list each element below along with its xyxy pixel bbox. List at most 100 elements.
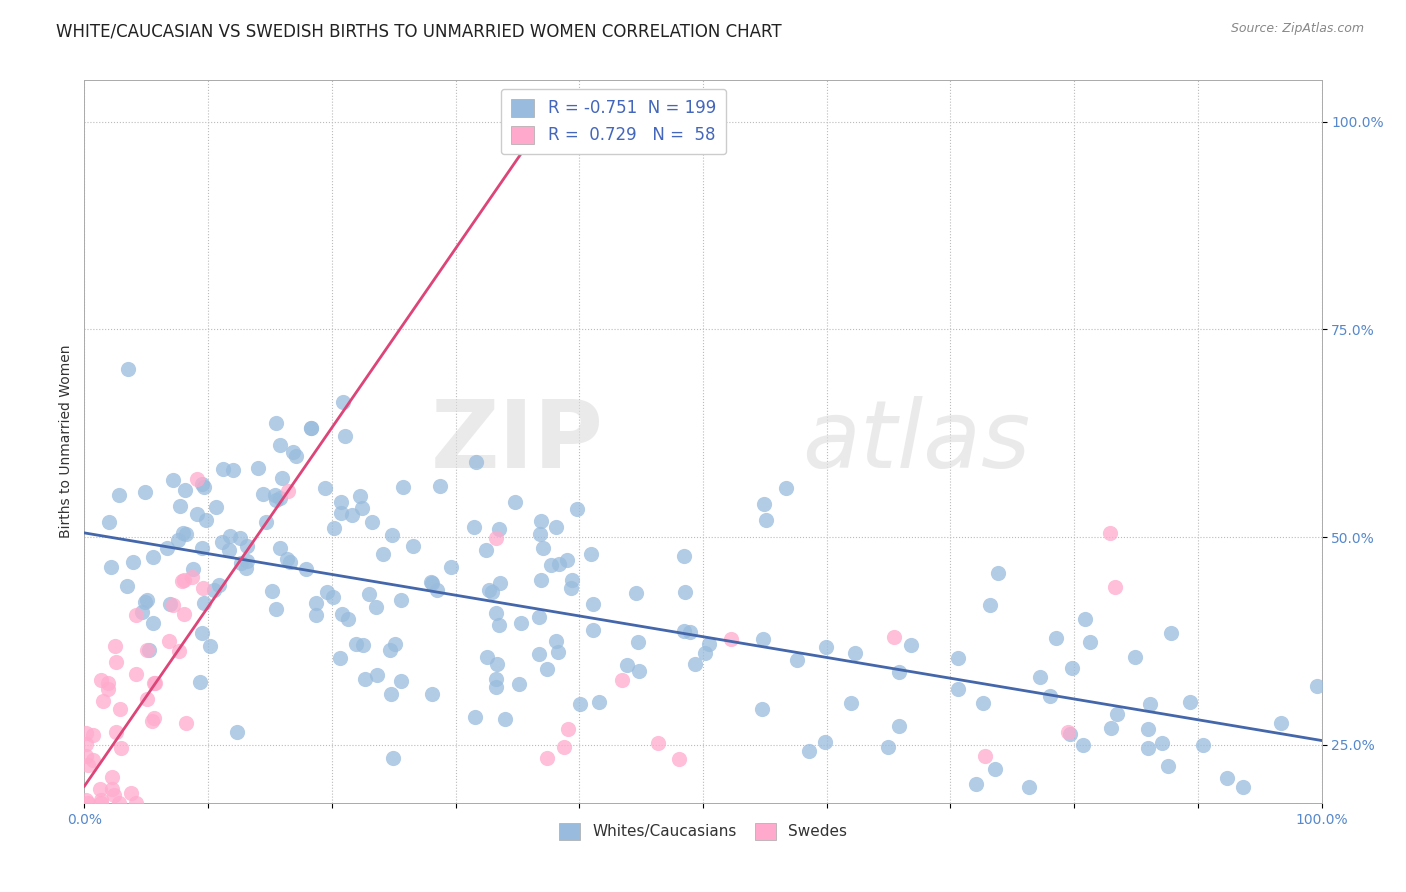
Point: [627, 665, 650, 679]
Point: [125, 607, 148, 622]
Point: [125, 796, 148, 810]
Point: [222, 463, 245, 477]
Point: [342, 508, 364, 522]
Point: [627, 635, 650, 649]
Point: [814, 735, 837, 749]
Point: [252, 487, 274, 501]
Point: [494, 712, 516, 726]
Point: [284, 449, 307, 463]
Point: [134, 484, 156, 499]
Point: [225, 725, 247, 739]
Point: [295, 562, 318, 576]
Point: [1018, 780, 1040, 794]
Point: [117, 362, 139, 376]
Point: [946, 651, 969, 665]
Point: [380, 687, 402, 701]
Point: [883, 631, 905, 645]
Point: [561, 573, 583, 587]
Point: [330, 607, 353, 621]
Point: [194, 513, 217, 527]
Point: [389, 592, 412, 607]
Point: [156, 541, 179, 555]
Point: [948, 681, 970, 696]
Point: [105, 655, 128, 669]
Point: [422, 687, 444, 701]
Point: [181, 562, 204, 576]
Point: [211, 535, 233, 549]
Point: [972, 696, 994, 710]
Point: [474, 543, 496, 558]
Point: [1160, 626, 1182, 640]
Point: [263, 487, 285, 501]
Point: [143, 676, 166, 690]
Point: [1139, 697, 1161, 711]
Point: [350, 500, 373, 515]
Text: ZIP: ZIP: [432, 395, 605, 488]
Point: [536, 751, 558, 765]
Point: [439, 560, 461, 574]
Point: [188, 674, 211, 689]
Point: [260, 584, 283, 599]
Point: [1059, 726, 1081, 740]
Point: [478, 582, 501, 597]
Point: [1180, 695, 1202, 709]
Point: [381, 528, 404, 542]
Point: [420, 576, 443, 591]
Point: [987, 566, 1010, 580]
Point: [887, 718, 910, 732]
Point: [775, 481, 797, 495]
Point: [315, 585, 337, 599]
Point: [485, 607, 508, 621]
Legend: Whites/Caucasians, Swedes: Whites/Caucasians, Swedes: [553, 817, 853, 846]
Point: [305, 608, 328, 623]
Point: [485, 680, 508, 694]
Point: [254, 516, 277, 530]
Point: [973, 749, 995, 764]
Point: [191, 625, 214, 640]
Point: [322, 521, 344, 535]
Point: [281, 445, 304, 459]
Point: [269, 541, 291, 555]
Point: [1125, 649, 1147, 664]
Point: [277, 484, 299, 499]
Point: [204, 583, 226, 598]
Point: [582, 597, 605, 611]
Point: [122, 555, 145, 569]
Point: [264, 602, 287, 616]
Point: [1060, 661, 1083, 675]
Point: [108, 796, 131, 810]
Point: [679, 625, 702, 640]
Point: [720, 632, 742, 646]
Point: [266, 416, 288, 430]
Point: [544, 520, 567, 534]
Point: [191, 582, 214, 596]
Point: [269, 437, 291, 451]
Point: [530, 573, 553, 587]
Point: [231, 557, 253, 571]
Point: [693, 646, 716, 660]
Point: [1152, 736, 1174, 750]
Point: [134, 595, 156, 609]
Y-axis label: Births to Unmarried Women: Births to Unmarried Women: [59, 345, 73, 538]
Point: [366, 668, 388, 682]
Point: [488, 522, 510, 536]
Point: [97, 676, 120, 690]
Point: [228, 532, 250, 546]
Point: [1098, 526, 1121, 541]
Point: [1039, 689, 1062, 703]
Point: [555, 552, 578, 566]
Point: [167, 533, 190, 547]
Point: [889, 665, 911, 679]
Point: [485, 531, 508, 545]
Point: [531, 541, 554, 556]
Point: [181, 570, 204, 584]
Point: [107, 488, 129, 502]
Point: [786, 653, 808, 667]
Point: [509, 616, 531, 631]
Point: [1137, 722, 1160, 736]
Point: [612, 673, 634, 688]
Point: [105, 725, 128, 739]
Point: [235, 560, 257, 574]
Point: [75, 749, 97, 764]
Point: [236, 554, 259, 568]
